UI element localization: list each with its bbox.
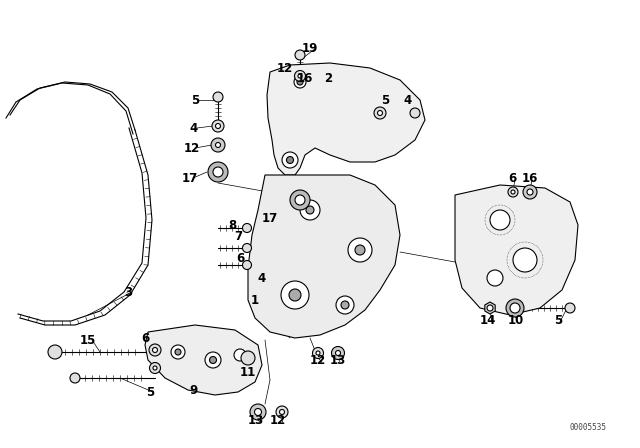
Circle shape — [374, 107, 386, 119]
Circle shape — [48, 345, 62, 359]
Circle shape — [276, 406, 288, 418]
Circle shape — [213, 167, 223, 177]
Text: 16: 16 — [522, 172, 538, 185]
Text: 1: 1 — [251, 293, 259, 306]
Circle shape — [280, 409, 285, 414]
Circle shape — [208, 162, 228, 182]
Text: 6: 6 — [141, 332, 149, 345]
Polygon shape — [485, 302, 495, 314]
Text: 17: 17 — [262, 211, 278, 224]
Text: 6: 6 — [508, 172, 516, 185]
Circle shape — [297, 79, 303, 85]
Text: 13: 13 — [248, 414, 264, 426]
Text: 11: 11 — [240, 366, 256, 379]
Circle shape — [289, 289, 301, 301]
Text: 12: 12 — [184, 142, 200, 155]
Circle shape — [312, 348, 323, 358]
Polygon shape — [455, 185, 578, 315]
Circle shape — [523, 185, 537, 199]
Text: 5: 5 — [191, 94, 199, 107]
Text: 12: 12 — [310, 353, 326, 366]
Text: 5: 5 — [381, 94, 389, 107]
Text: 8: 8 — [228, 219, 236, 232]
Polygon shape — [248, 175, 400, 338]
Text: 12: 12 — [277, 61, 293, 74]
Circle shape — [378, 111, 383, 116]
Circle shape — [306, 206, 314, 214]
Circle shape — [211, 138, 225, 152]
Polygon shape — [145, 325, 262, 395]
Circle shape — [255, 409, 262, 415]
Circle shape — [410, 108, 420, 118]
Circle shape — [298, 74, 302, 78]
Circle shape — [234, 349, 246, 361]
Circle shape — [508, 187, 518, 197]
Text: 17: 17 — [182, 172, 198, 185]
Text: 4: 4 — [258, 271, 266, 284]
Circle shape — [336, 296, 354, 314]
Circle shape — [152, 348, 157, 353]
Circle shape — [527, 189, 533, 195]
Text: 16: 16 — [297, 72, 313, 85]
Text: 7: 7 — [234, 229, 242, 242]
Text: 5: 5 — [146, 385, 154, 399]
Text: 13: 13 — [330, 353, 346, 366]
Circle shape — [487, 305, 493, 311]
Text: 15: 15 — [80, 333, 96, 346]
Text: 12: 12 — [270, 414, 286, 426]
Circle shape — [506, 299, 524, 317]
Circle shape — [287, 156, 294, 164]
Circle shape — [300, 200, 320, 220]
Circle shape — [209, 357, 216, 363]
Circle shape — [348, 238, 372, 262]
Circle shape — [510, 303, 520, 313]
Circle shape — [294, 70, 305, 82]
Circle shape — [513, 248, 537, 272]
Circle shape — [205, 352, 221, 368]
Circle shape — [295, 50, 305, 60]
Text: 4: 4 — [190, 121, 198, 134]
Circle shape — [243, 224, 252, 233]
Text: 4: 4 — [404, 94, 412, 107]
Circle shape — [175, 349, 181, 355]
Text: 10: 10 — [508, 314, 524, 327]
Text: 3: 3 — [124, 285, 132, 298]
Circle shape — [70, 373, 80, 383]
Text: 5: 5 — [554, 314, 562, 327]
Text: 14: 14 — [480, 314, 496, 327]
Circle shape — [332, 346, 344, 359]
Text: 19: 19 — [302, 42, 318, 55]
Circle shape — [149, 344, 161, 356]
Circle shape — [511, 190, 515, 194]
Circle shape — [171, 345, 185, 359]
Circle shape — [335, 350, 340, 356]
Circle shape — [487, 270, 503, 286]
Circle shape — [216, 124, 221, 129]
Circle shape — [282, 152, 298, 168]
Circle shape — [341, 301, 349, 309]
Text: 00005535: 00005535 — [570, 422, 607, 431]
Polygon shape — [267, 63, 425, 175]
Circle shape — [294, 76, 306, 88]
Circle shape — [243, 244, 252, 253]
Circle shape — [216, 142, 221, 147]
Circle shape — [250, 404, 266, 420]
Text: 2: 2 — [324, 72, 332, 85]
Circle shape — [212, 120, 224, 132]
Circle shape — [290, 190, 310, 210]
Circle shape — [213, 92, 223, 102]
Circle shape — [243, 260, 252, 270]
Circle shape — [316, 351, 320, 355]
Circle shape — [281, 281, 309, 309]
Circle shape — [150, 362, 161, 374]
Circle shape — [295, 195, 305, 205]
Circle shape — [355, 245, 365, 255]
Text: 6: 6 — [236, 251, 244, 264]
Circle shape — [153, 366, 157, 370]
Circle shape — [565, 303, 575, 313]
Circle shape — [241, 351, 255, 365]
Text: 9: 9 — [189, 383, 197, 396]
Circle shape — [490, 210, 510, 230]
